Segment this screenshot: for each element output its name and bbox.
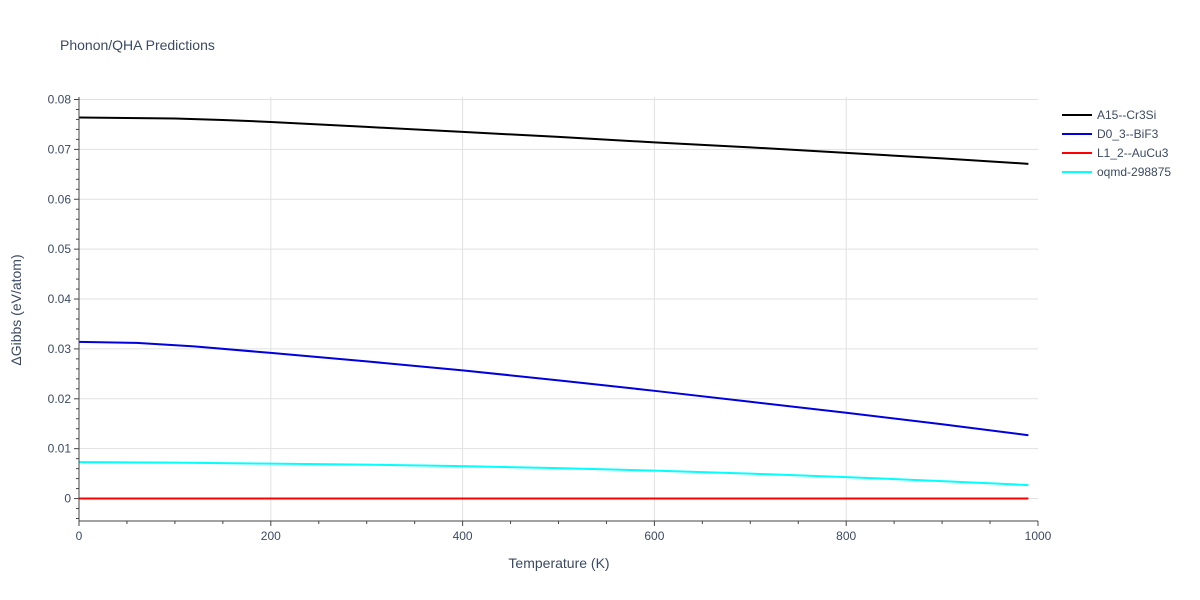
y-tick-label: 0.05 xyxy=(48,242,72,256)
axes-layer: 0 0.01 0.02 0.03 0.04 0.05 0.06 0.07 0.08 0 200 400… xyxy=(48,92,1052,543)
series-layer xyxy=(78,116,1029,500)
y-tick-label: 0 xyxy=(64,492,71,506)
legend-item[interactable]: A15--Cr3Si xyxy=(1062,108,1156,122)
grid-layer xyxy=(79,97,1038,521)
y-tick-label: 0.07 xyxy=(48,142,72,156)
chart-title: Phonon/QHA Predictions xyxy=(60,37,215,53)
x-tick-label: 1000 xyxy=(1025,529,1052,543)
x-axis-title: Temperature (K) xyxy=(508,555,609,571)
x-tick-label: 400 xyxy=(453,529,473,543)
x-tick-label: 200 xyxy=(261,529,281,543)
y-axis-title: ΔGibbs (eV/atom) xyxy=(8,254,24,365)
y-tick-label: 0.02 xyxy=(48,392,72,406)
legend-label: L1_2--AuCu3 xyxy=(1097,146,1169,160)
y-tick-label: 0.01 xyxy=(48,442,72,456)
legend-label: oqmd-298875 xyxy=(1097,165,1171,179)
x-tick-label: 800 xyxy=(836,529,856,543)
legend-label: D0_3--BiF3 xyxy=(1097,127,1159,141)
series-line-oqmd-298875 xyxy=(78,461,1029,487)
x-tick-label: 600 xyxy=(644,529,664,543)
legend: A15--Cr3Si D0_3--BiF3 L1_2--AuCu3 oqmd-2988… xyxy=(1062,108,1171,179)
y-tick-label: 0.03 xyxy=(48,342,72,356)
x-tick-label: 0 xyxy=(76,529,83,543)
series-line-d0-3-bif3 xyxy=(78,340,1029,437)
legend-item[interactable]: D0_3--BiF3 xyxy=(1062,127,1159,141)
legend-label: A15--Cr3Si xyxy=(1097,108,1156,122)
series-line-a15-cr3si xyxy=(78,116,1029,165)
legend-item[interactable]: L1_2--AuCu3 xyxy=(1062,146,1169,160)
legend-item[interactable]: oqmd-298875 xyxy=(1062,165,1171,179)
y-tick-label: 0.06 xyxy=(48,192,72,206)
y-tick-label: 0.04 xyxy=(48,292,72,306)
y-tick-label: 0.08 xyxy=(48,92,72,106)
